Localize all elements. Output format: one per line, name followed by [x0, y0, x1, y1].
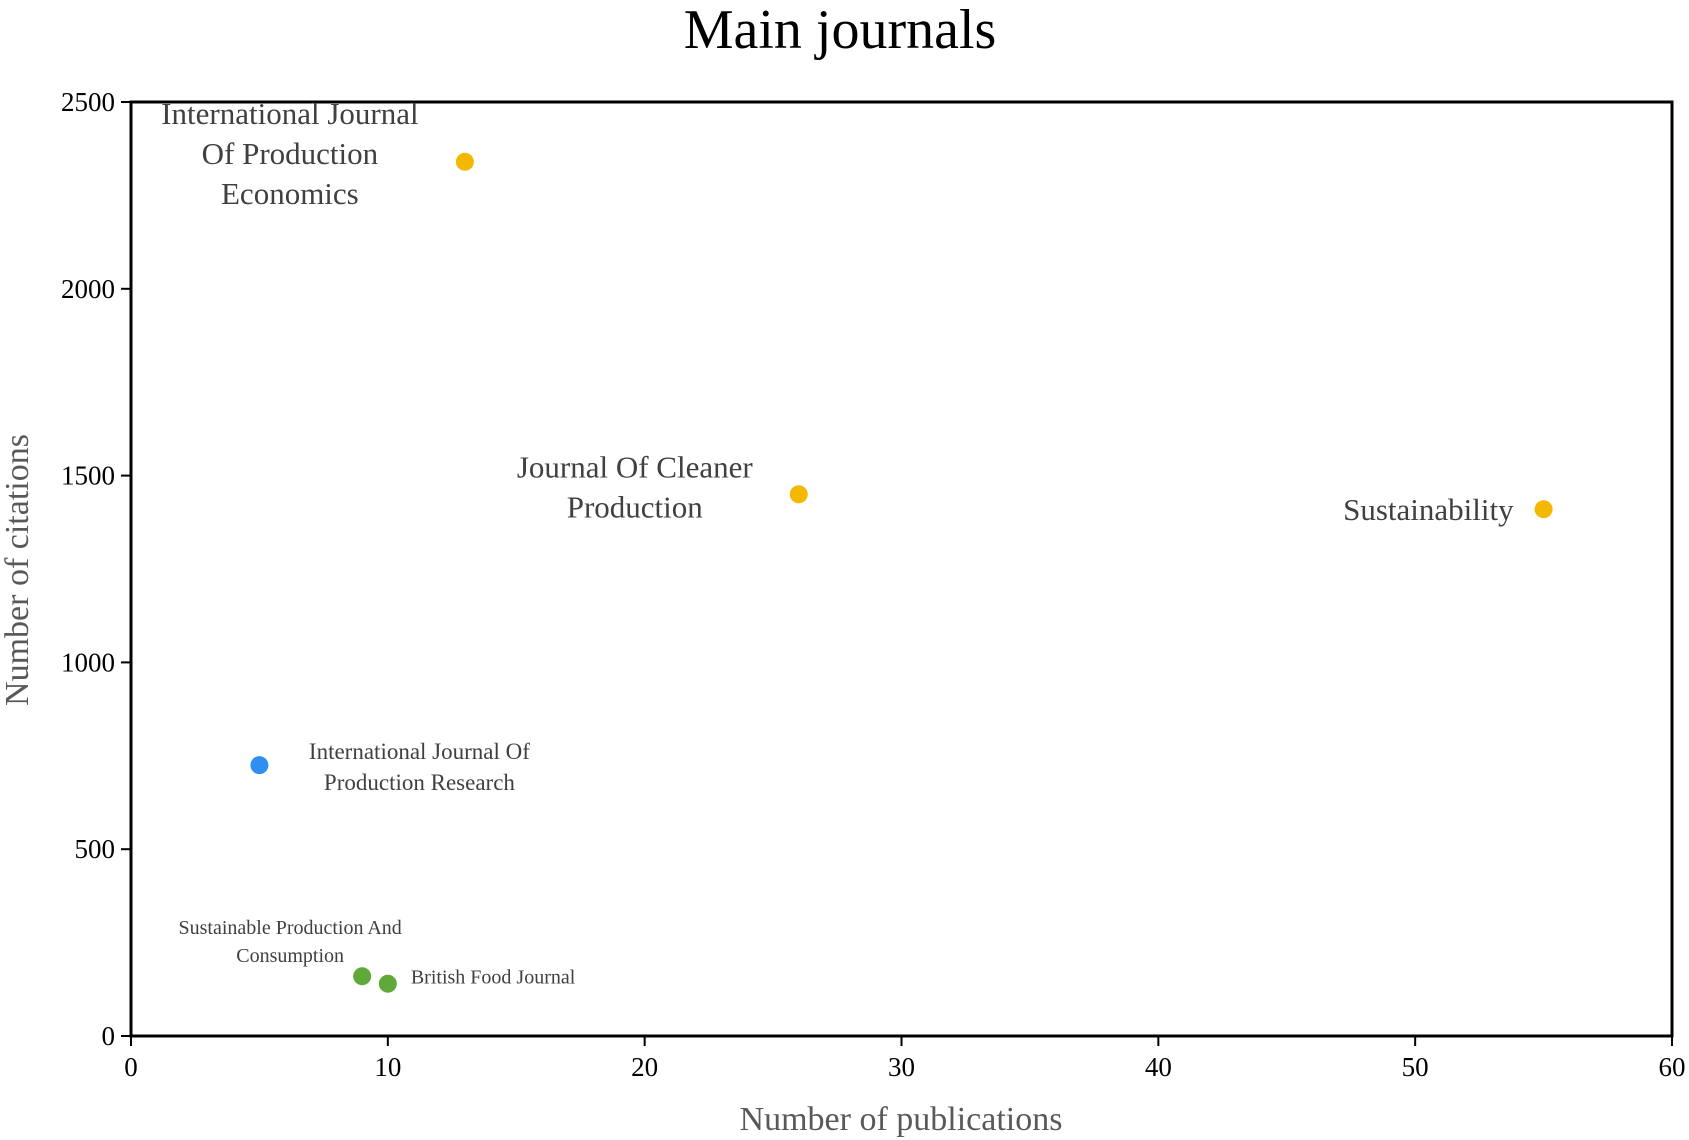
point-label: Sustainability	[1343, 492, 1514, 527]
x-axis-label: Number of publications	[740, 1101, 1063, 1138]
x-tick-label: 50	[1402, 1052, 1429, 1082]
point-label-line: Sustainable Production And	[178, 917, 401, 939]
point-label-line: International Journal Of	[309, 739, 530, 764]
data-point	[789, 485, 808, 504]
data-point	[1534, 500, 1553, 519]
point-label-line: Economics	[221, 176, 359, 211]
point-label-line: British Food Journal	[411, 967, 576, 989]
y-tick-label: 1500	[61, 461, 115, 491]
data-point	[353, 967, 372, 986]
point-label-line: Journal Of Cleaner	[517, 449, 754, 484]
point-label: International Journal Of Production Econom…	[161, 96, 418, 211]
y-tick-label: 2000	[61, 274, 115, 304]
point-label: International Journal Of Production Resea…	[309, 739, 530, 795]
y-axis-label: Number of citations	[0, 434, 36, 706]
x-tick-label: 20	[631, 1052, 658, 1082]
point-label-line: Of Production	[202, 136, 379, 171]
plot-frame	[129, 100, 1674, 1038]
point-label-line: Production	[567, 489, 704, 524]
point-label: British Food Journal	[411, 967, 576, 989]
point-label-line: Production Research	[324, 770, 515, 795]
y-axis: 0 500 1000 1500 2000 2500	[61, 87, 131, 1051]
y-tick-label: 0	[102, 1021, 116, 1051]
data-points	[250, 152, 1553, 993]
x-axis: 0 10 20 30 40 50 60	[124, 1036, 1686, 1082]
y-tick-label: 500	[75, 834, 116, 864]
data-point	[378, 974, 397, 993]
chart-title: Main journals	[684, 0, 997, 61]
point-label: Sustainable Production And Consumption	[178, 917, 401, 967]
x-tick-label: 30	[888, 1052, 915, 1082]
y-tick-label: 1000	[61, 647, 115, 677]
point-label-line: Consumption	[236, 945, 344, 967]
data-point	[455, 152, 474, 171]
x-tick-label: 40	[1145, 1052, 1172, 1082]
point-labels: International Journal Of Production Econom…	[161, 96, 1514, 989]
x-tick-label: 10	[374, 1052, 401, 1082]
point-label-line: Sustainability	[1343, 492, 1514, 527]
x-tick-label: 60	[1659, 1052, 1686, 1082]
point-label-line: International Journal	[161, 96, 418, 131]
point-label: Journal Of Cleaner Production	[517, 449, 754, 524]
data-point	[250, 756, 269, 775]
y-tick-label: 2500	[61, 87, 115, 117]
x-tick-label: 0	[124, 1052, 138, 1082]
